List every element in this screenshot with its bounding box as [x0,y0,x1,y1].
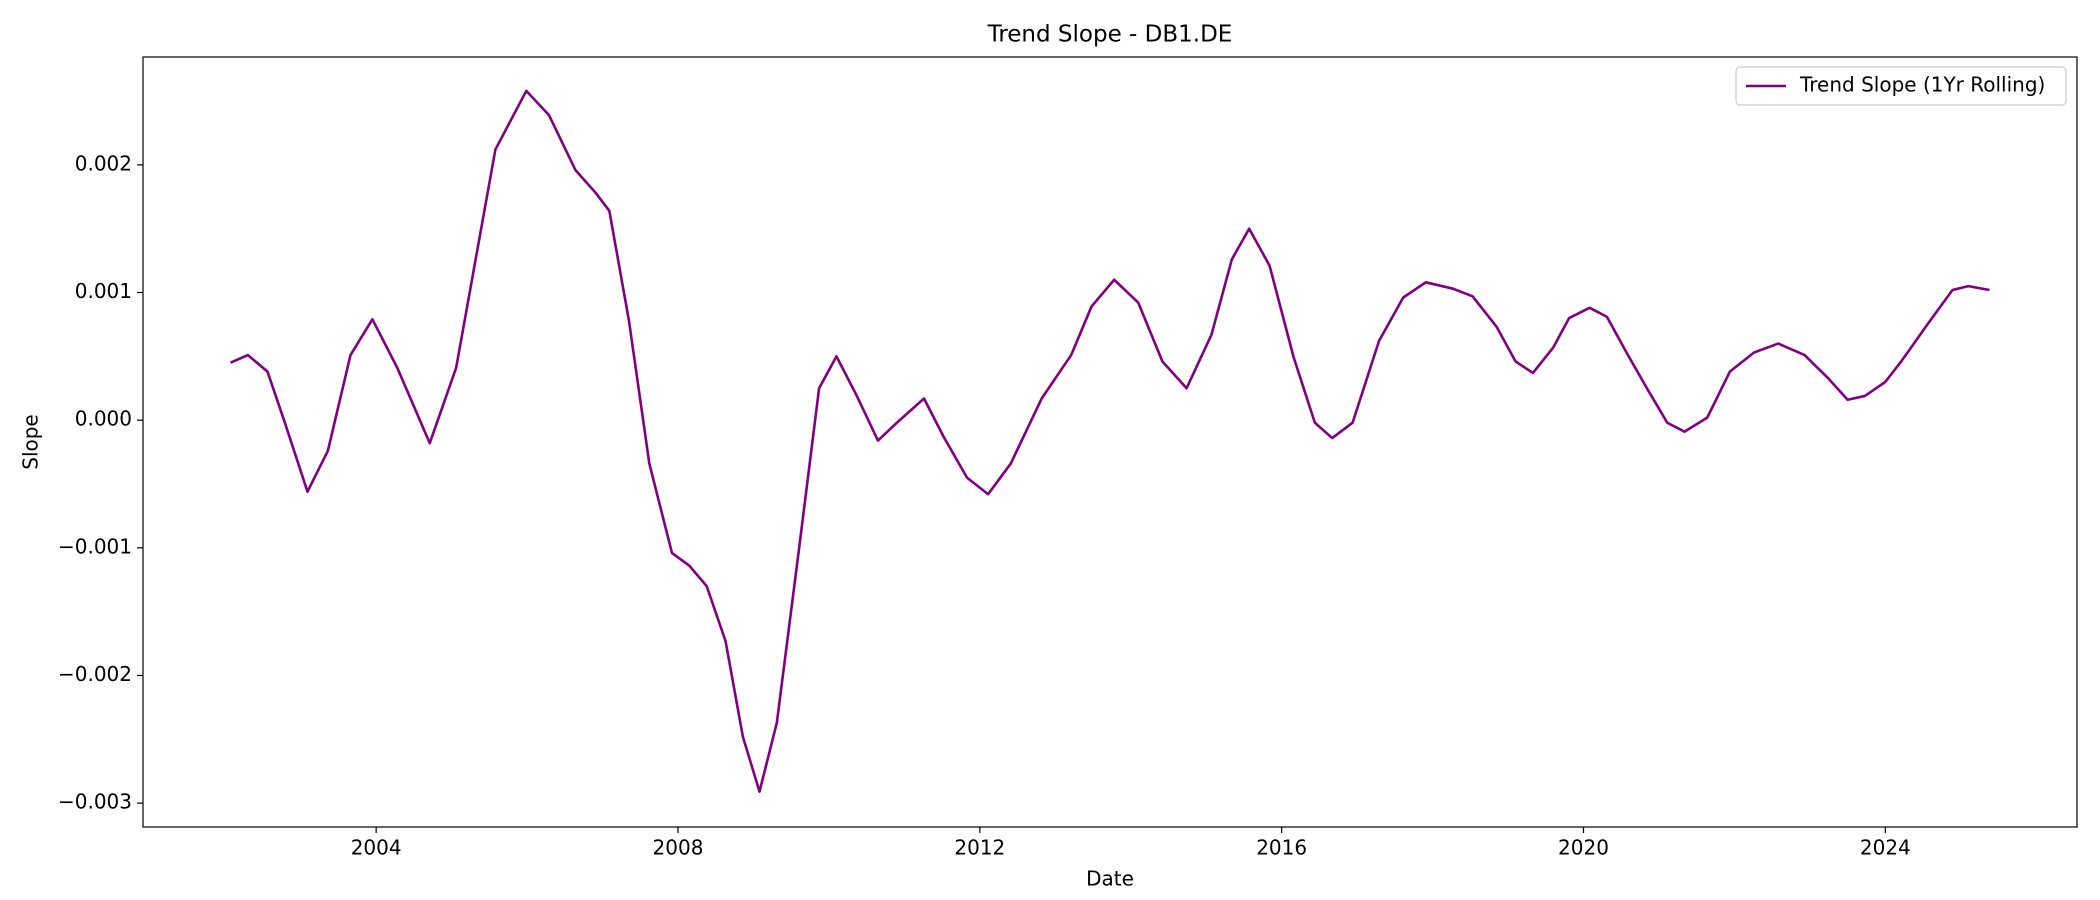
x-tick-label: 2008 [653,836,704,860]
y-tick-label: −0.002 [58,662,132,686]
y-tick-label: −0.001 [58,534,132,558]
x-tick-label: 2024 [1860,836,1911,860]
legend-label: Trend Slope (1Yr Rolling) [1799,73,2045,97]
x-tick-label: 2004 [351,836,402,860]
x-tick-label: 2020 [1558,836,1609,860]
x-axis-label: Date [1086,867,1134,891]
x-tick-label: 2012 [954,836,1005,860]
chart-title: Trend Slope - DB1.DE [987,22,1233,48]
y-axis-label: Slope [19,414,43,470]
y-tick-label: 0.000 [75,407,132,431]
x-tick-label: 2016 [1256,836,1307,860]
plot-frame [142,56,2078,828]
legend-box [1735,66,2067,106]
y-tick-label: 0.001 [75,279,132,303]
line [230,89,1990,793]
y-tick-label: −0.003 [58,790,132,814]
y-tick-label: 0.002 [75,151,132,175]
